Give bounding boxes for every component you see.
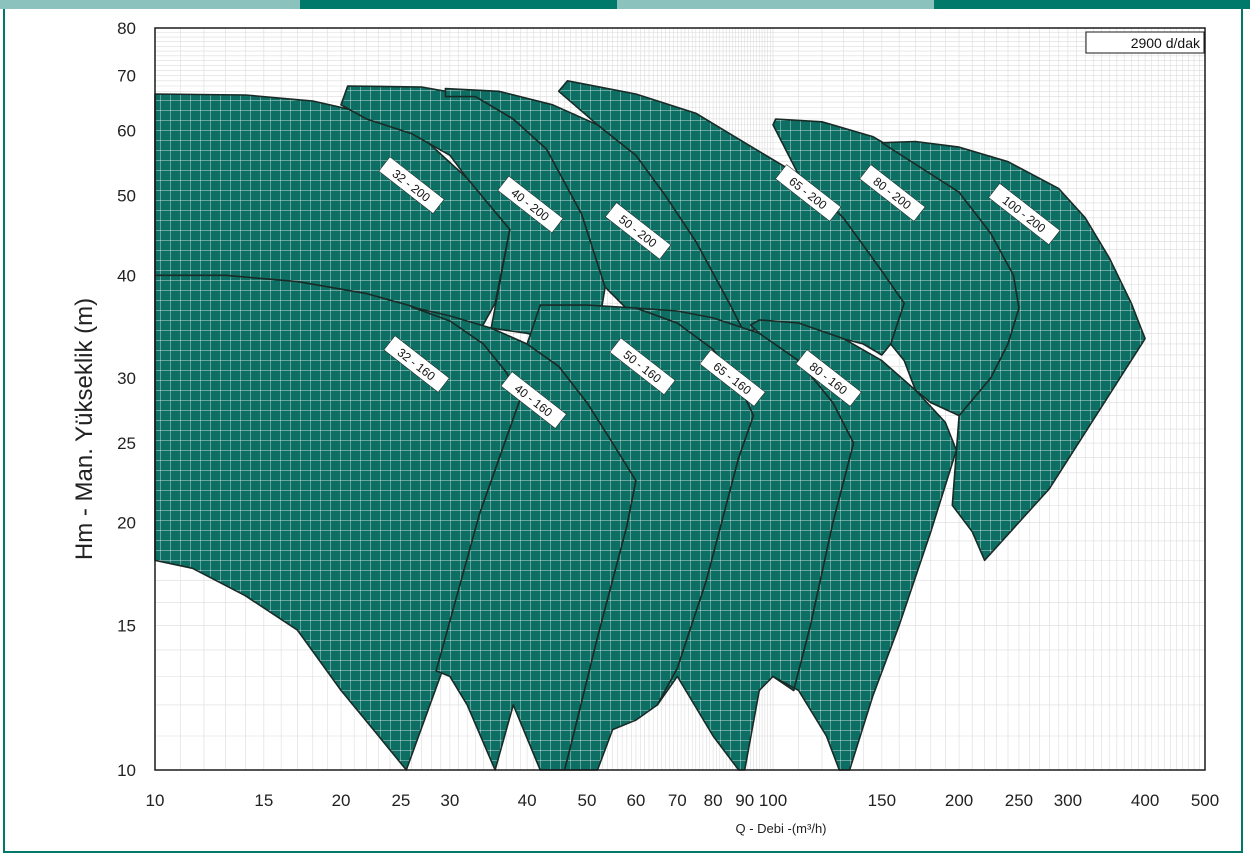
x-axis-title: Q - Debi -(m³/h) — [736, 821, 827, 836]
y-tick-label: 10 — [117, 761, 136, 780]
pump-label-bg — [609, 337, 676, 395]
y-tick-label: 15 — [117, 616, 136, 635]
pump-label-bg — [497, 175, 564, 234]
chart-frame — [3, 9, 1243, 853]
y-tick-label: 40 — [117, 266, 136, 285]
pump-label-bg — [378, 156, 445, 214]
x-tick-label: 20 — [332, 791, 351, 810]
x-tick-label: 60 — [626, 791, 645, 810]
x-tick-label: 100 — [759, 791, 787, 810]
x-tick-label: 90 — [735, 791, 754, 810]
x-tick-label: 40 — [518, 791, 537, 810]
x-tick-label: 25 — [391, 791, 410, 810]
x-tick-label: 80 — [704, 791, 723, 810]
x-tick-label: 50 — [578, 791, 597, 810]
x-tick-label: 500 — [1191, 791, 1219, 810]
y-tick-label: 70 — [117, 67, 136, 86]
y-tick-label: 60 — [117, 122, 136, 141]
top-color-bar — [0, 0, 1250, 9]
region-outline — [881, 140, 1146, 562]
x-tick-label: 15 — [254, 791, 273, 810]
y-tick-label: 80 — [117, 19, 136, 38]
pump-label-bg — [605, 202, 672, 260]
plot-border — [154, 27, 1206, 771]
top-bar-segment-2 — [300, 0, 617, 9]
pump-label-bg — [988, 183, 1061, 245]
pump-label-bg — [775, 164, 842, 222]
pump-label-bg — [383, 335, 450, 393]
pump-label-bg — [500, 371, 567, 429]
x-tick-labels: 10 15 20 25 30 40 50 60 70 80 90 100 150 200 250 300 400… — [146, 791, 1220, 810]
pump-regions — [154, 80, 1146, 771]
pump-label-bg — [795, 349, 862, 407]
speed-box: 2900 d/dak — [1085, 31, 1205, 54]
y-tick-labels: 10 15 20 25 30 40 50 60 70 80 — [117, 19, 136, 780]
y-tick-label: 20 — [117, 514, 136, 533]
x-tick-label: 200 — [945, 791, 973, 810]
pump-label-bg — [699, 349, 766, 407]
y-tick-label: 25 — [117, 434, 136, 453]
x-tick-label: 300 — [1054, 791, 1082, 810]
x-tick-label: 400 — [1131, 791, 1159, 810]
top-bar-segment-4 — [934, 0, 1250, 9]
pump-label-bg — [859, 164, 926, 222]
region-outline — [557, 80, 905, 356]
x-tick-label: 150 — [868, 791, 896, 810]
speed-box-frame — [1085, 31, 1205, 54]
y-tick-label: 50 — [117, 187, 136, 206]
x-tick-label: 70 — [668, 791, 687, 810]
y-tick-label: 30 — [117, 369, 136, 388]
top-bar-segment-3 — [617, 0, 934, 9]
x-tick-label: 30 — [440, 791, 459, 810]
y-axis-title: Hm - Man. Yükseklik (m) — [71, 298, 98, 560]
x-tick-label: 250 — [1005, 791, 1033, 810]
speed-label: 2900 d/dak — [1131, 35, 1201, 51]
top-bar-segment-1 — [0, 0, 300, 9]
x-tick-label: 10 — [146, 791, 165, 810]
